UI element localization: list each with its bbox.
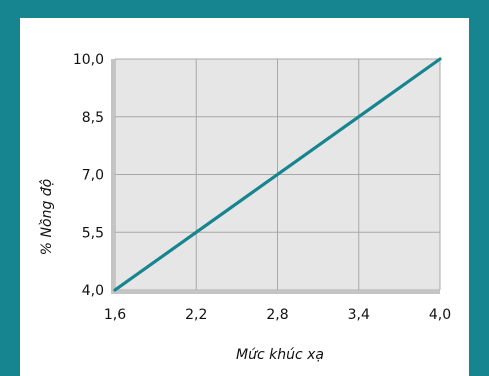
x-tick-labels: 1,6 2,2 2,8 3,4 4,0 xyxy=(104,307,451,323)
y-tick-label: 7,0 xyxy=(82,168,104,184)
y-axis-bar xyxy=(111,59,115,294)
x-tick-label: 1,6 xyxy=(104,307,126,323)
x-tick-label: 2,2 xyxy=(185,307,207,323)
x-tick-label: 3,4 xyxy=(348,307,370,323)
x-axis-title: Mức khúc xạ xyxy=(236,347,324,363)
chart-panel: 4,0 5,5 7,0 8,5 10,0 1,6 2,2 2,8 3,4 4,0 Mức khú… xyxy=(20,18,469,376)
x-axis-bar xyxy=(111,290,440,294)
x-tick-label: 4,0 xyxy=(429,307,451,323)
y-tick-labels: 4,0 5,5 7,0 8,5 10,0 xyxy=(73,52,104,299)
x-tick-label: 2,8 xyxy=(266,307,288,323)
y-tick-label: 8,5 xyxy=(82,110,104,126)
series-line xyxy=(113,57,442,292)
y-tick-label: 10,0 xyxy=(73,52,104,68)
y-tick-label: 4,0 xyxy=(82,283,104,299)
line-chart: 4,0 5,5 7,0 8,5 10,0 1,6 2,2 2,8 3,4 4,0 Mức khú… xyxy=(38,52,451,363)
y-axis-title: % Nồng độ xyxy=(38,179,55,255)
y-tick-label: 5,5 xyxy=(82,225,104,241)
series-group xyxy=(113,57,442,292)
